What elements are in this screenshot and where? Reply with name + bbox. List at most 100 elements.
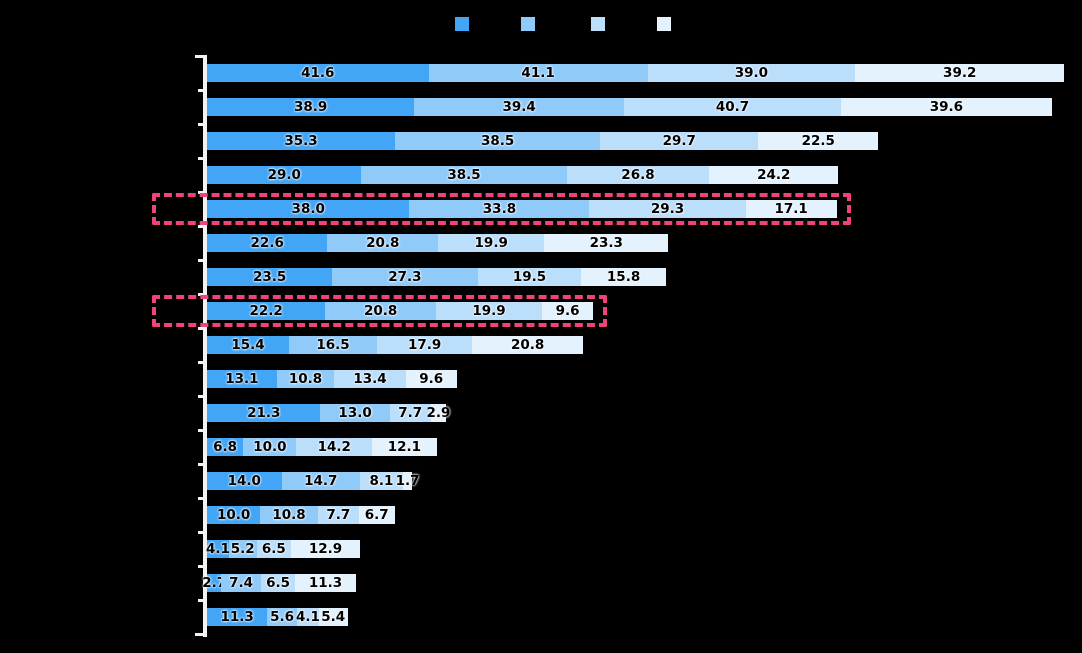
bar-value-label: 10.0 — [216, 507, 251, 523]
bar-segment-series-2: 33.8 — [409, 200, 590, 218]
bar-value-label: 6.5 — [266, 575, 291, 591]
bar-segment-series-1: 41.6 — [207, 64, 429, 82]
bar-segment-series-4: 39.6 — [840, 98, 1052, 116]
bar-segment-series-1: 10.0 — [207, 506, 261, 524]
bar-segment-series-4: 12.9 — [291, 540, 360, 558]
bar-value-label: 39.0 — [734, 65, 769, 81]
bar-value-label: 10.8 — [272, 507, 306, 523]
bar-segment-series-1: 38.9 — [207, 98, 415, 116]
bar-value-label: 10.8 — [288, 371, 323, 387]
y-axis-tick — [198, 327, 205, 330]
bar-value-label: 14.7 — [304, 473, 338, 489]
bar-value-label: 22.2 — [249, 303, 283, 319]
bar-segment-series-2: 39.4 — [414, 98, 625, 116]
bar-row-5: 38.0 33.8 29.3 17.1 — [207, 200, 837, 218]
bar-value-label: 6.5 — [261, 541, 286, 557]
legend-swatch-series-3 — [591, 17, 605, 31]
bar-value-label: 21.3 — [247, 405, 281, 421]
bar-row-3: 35.3 38.5 29.7 22.5 — [207, 132, 879, 150]
bar-value-label: 20.8 — [511, 337, 545, 353]
bar-value-label: 26.8 — [621, 167, 655, 183]
y-axis-end-cap — [195, 633, 205, 636]
bar-segment-series-3: 26.8 — [566, 166, 710, 184]
bar-value-label: 19.5 — [512, 269, 547, 285]
bar-segment-series-4: 22.5 — [758, 132, 879, 150]
bar-segment-series-4: 12.1 — [372, 438, 437, 456]
bar-value-label: 29.0 — [267, 167, 301, 183]
bar-value-label: 7.7 — [326, 507, 351, 523]
bar-value-label: 13.1 — [225, 371, 259, 387]
y-axis-tick — [198, 395, 205, 398]
bar-segment-series-3: 4.1 — [295, 608, 320, 626]
y-axis-tick — [198, 497, 205, 500]
bar-value-label: 16.5 — [316, 337, 350, 353]
legend-swatch-series-4 — [657, 17, 671, 31]
bar-row-15: 4.1 5.2 6.5 12.9 — [206, 540, 360, 558]
bar-value-label: 14.0 — [227, 473, 261, 489]
bar-row-13: 14.0 14.7 8.1 1.7 — [207, 472, 419, 490]
bar-value-label: 17.1 — [774, 201, 808, 217]
bar-segment-series-2: 41.1 — [428, 64, 648, 82]
bar-value-label: 33.8 — [482, 201, 517, 217]
bar-segment-series-2: 38.5 — [361, 166, 567, 184]
bar-value-label: 29.3 — [650, 201, 685, 217]
bar-value-label: 17.9 — [407, 337, 442, 353]
bar-value-label: 20.8 — [366, 235, 400, 251]
bar-value-label: 19.9 — [474, 235, 508, 251]
y-axis-tick — [198, 463, 205, 466]
legend-swatch-series-1 — [455, 17, 469, 31]
bar-row-10: 13.1 10.8 13.4 9.6 — [207, 370, 457, 388]
bar-segment-series-4: 5.4 — [318, 608, 348, 626]
highlight-rect-row-5 — [152, 193, 851, 225]
bar-segment-series-4: 24.2 — [709, 166, 839, 184]
bar-segment-series-1: 15.4 — [207, 336, 290, 354]
legend — [0, 0, 1082, 44]
bar-row-14: 10.0 10.8 7.7 6.7 — [207, 506, 395, 524]
highlight-rect-row-8 — [152, 295, 607, 327]
bar-row-16: 2.7 7.4 6.5 11.3 — [202, 574, 356, 592]
bar-segment-series-2: 27.3 — [332, 268, 478, 286]
bar-segment-series-3: 19.9 — [438, 234, 545, 252]
bar-row-4: 29.0 38.5 26.8 24.2 — [207, 166, 839, 184]
bar-segment-series-2: 5.6 — [267, 608, 298, 626]
bar-row-1: 41.6 41.1 39.0 39.2 — [207, 64, 1065, 82]
bar-value-label: 15.4 — [231, 337, 265, 353]
bar-segment-series-2: 10.0 — [243, 438, 297, 456]
bar-segment-series-4: 39.2 — [855, 64, 1065, 82]
bar-value-label: 20.8 — [363, 303, 398, 319]
bar-value-label: 22.6 — [250, 235, 284, 251]
bar-value-label: 40.7 — [715, 99, 750, 115]
bar-value-label: 7.7 — [398, 405, 423, 421]
bar-segment-series-3: 40.7 — [624, 98, 841, 116]
y-axis-tick — [198, 293, 205, 296]
bar-segment-series-1: 35.3 — [207, 132, 396, 150]
bar-value-label: 8.1 — [369, 473, 394, 489]
y-axis-tick — [198, 191, 205, 194]
y-axis-tick — [198, 259, 205, 262]
bar-segment-series-3: 6.5 — [260, 574, 296, 592]
bar-segment-series-3: 29.3 — [589, 200, 746, 218]
bar-value-label: 4.1 — [295, 609, 320, 625]
bar-segment-series-1: 6.8 — [207, 438, 244, 456]
y-axis-tick — [198, 599, 205, 602]
bar-value-label: 1.7 — [395, 473, 420, 489]
bar-value-label: 35.3 — [284, 133, 318, 149]
bar-value-label: 39.2 — [943, 65, 977, 81]
bar-segment-series-2: 20.8 — [327, 234, 439, 252]
bar-value-label: 14.2 — [317, 439, 351, 455]
bar-segment-series-4: 20.8 — [472, 336, 584, 354]
bar-value-label: 2.9 — [426, 405, 451, 421]
bar-value-label: 9.6 — [555, 303, 580, 319]
bar-segment-series-1: 22.6 — [207, 234, 328, 252]
y-axis-line — [203, 55, 207, 637]
bar-segment-series-3: 14.2 — [296, 438, 373, 456]
bar-segment-series-1: 4.1 — [206, 540, 230, 558]
y-axis-tick — [198, 157, 205, 160]
bar-segment-series-2: 10.8 — [276, 370, 335, 388]
legend-swatch-series-2 — [521, 17, 535, 31]
bar-segment-series-3: 8.1 — [359, 472, 404, 490]
bar-value-label: 12.1 — [387, 439, 421, 455]
bar-value-label: 23.3 — [589, 235, 623, 251]
bar-segment-series-4: 9.6 — [405, 370, 457, 388]
y-axis-end-cap — [195, 55, 205, 58]
